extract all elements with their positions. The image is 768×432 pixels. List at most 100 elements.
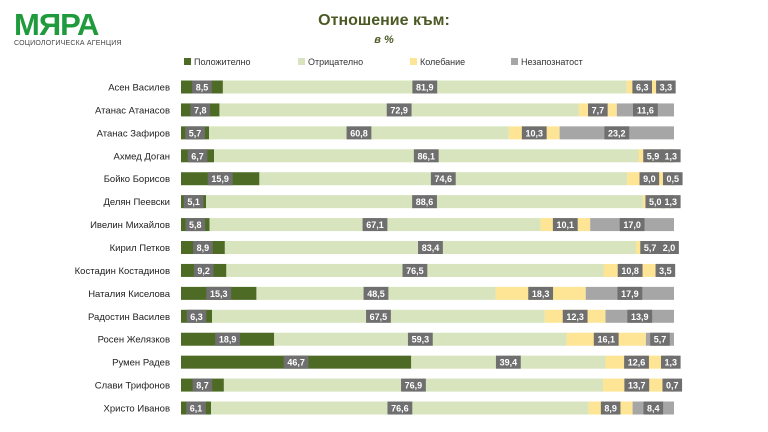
data-label: 12,3	[566, 312, 584, 322]
data-label-box	[366, 309, 391, 323]
data-label: 74,6	[435, 174, 453, 184]
data-label-box	[186, 309, 207, 323]
category-label: Кирил Петков	[110, 243, 170, 254]
data-label: 5,7	[189, 128, 202, 138]
category-label: Росен Желязков	[98, 335, 170, 346]
legend-swatch	[298, 58, 305, 65]
data-label-box	[627, 309, 653, 323]
data-label: 5,8	[189, 220, 202, 230]
data-label-box	[617, 263, 643, 277]
data-label: 3,3	[660, 83, 673, 93]
data-label-box	[192, 378, 213, 392]
data-label-box	[604, 126, 630, 140]
logo-tagline: СОЦИОЛОГИЧЕСКА АГЕНЦИЯ	[14, 40, 122, 47]
data-label-box	[402, 263, 428, 277]
data-label: 8,9	[197, 243, 210, 253]
data-label: 5,1	[187, 197, 200, 207]
data-label: 16,1	[597, 335, 615, 345]
category-label: Атанас Атанасов	[95, 105, 170, 116]
category-label: Румен Радев	[112, 358, 170, 369]
data-label-box	[588, 103, 608, 117]
data-label-box	[407, 332, 433, 346]
data-label-box	[632, 80, 653, 94]
data-label: 6,7	[191, 151, 204, 161]
data-label-box	[430, 172, 456, 186]
category-label: Ахмед Доган	[114, 151, 171, 162]
data-label: 72,9	[390, 105, 408, 115]
data-label: 12,6	[628, 358, 646, 368]
data-label-box	[386, 103, 412, 117]
data-label-box	[192, 80, 212, 94]
data-label: 13,9	[631, 312, 649, 322]
data-label-box	[187, 149, 208, 163]
data-label: 67,1	[366, 220, 384, 230]
data-label-box	[660, 195, 681, 209]
data-label-box	[640, 241, 660, 255]
data-label: 10,8	[621, 266, 639, 276]
data-label-box	[207, 172, 233, 186]
data-label: 0,5	[667, 174, 680, 184]
data-label: 10,3	[525, 128, 543, 138]
data-label-box	[624, 378, 650, 392]
data-label-box	[401, 378, 426, 392]
data-label: 23,2	[608, 128, 626, 138]
data-label: 8,4	[647, 404, 660, 414]
data-label: 76,5	[406, 266, 424, 276]
data-label: 10,1	[557, 220, 575, 230]
data-label-box	[593, 332, 619, 346]
data-label: 39,4	[500, 358, 518, 368]
data-label: 6,3	[190, 312, 203, 322]
data-label: 11,6	[637, 105, 654, 115]
data-label-box	[193, 241, 213, 255]
data-label: 67,5	[370, 312, 388, 322]
data-label-box	[362, 218, 388, 232]
data-label-box	[655, 263, 676, 277]
data-label: 7,7	[592, 105, 605, 115]
data-label: 81,9	[416, 83, 434, 93]
data-label: 5,7	[654, 335, 667, 345]
data-label: 17,0	[623, 220, 641, 230]
data-label: 0,7	[666, 381, 679, 391]
data-label-box	[193, 263, 214, 277]
data-label: 46,7	[287, 358, 305, 368]
data-label-box	[643, 149, 663, 163]
data-label: 76,6	[391, 404, 409, 414]
data-label-box	[662, 172, 683, 186]
data-label-box	[413, 149, 439, 163]
data-label-box	[185, 218, 206, 232]
data-label: 88,6	[416, 197, 434, 207]
data-label-box	[215, 332, 240, 346]
chart-title: Отношение към:	[318, 12, 450, 29]
data-label: 76,9	[405, 381, 423, 391]
legend-label: Положително	[194, 57, 251, 67]
category-label: Делян Пеевски	[103, 197, 170, 208]
data-label-box	[659, 241, 679, 255]
data-label-box	[283, 355, 309, 369]
data-label: 18,9	[219, 335, 237, 345]
data-label: 5,9	[647, 151, 660, 161]
data-label: 5,7	[644, 243, 657, 253]
category-label: Радостин Василев	[88, 312, 170, 323]
category-label: Атанас Зафиров	[97, 128, 170, 139]
data-label: 9,0	[643, 174, 656, 184]
data-label-box	[418, 241, 443, 255]
data-label: 8,7	[196, 381, 209, 391]
data-label-box	[650, 332, 670, 346]
data-label: 17,9	[621, 289, 639, 299]
data-label-box	[190, 103, 211, 117]
data-label-box	[206, 286, 232, 300]
data-label: 48,5	[367, 289, 385, 299]
data-label: 9,2	[197, 266, 210, 276]
data-label-box	[412, 80, 438, 94]
chart-subtitle: в %	[374, 34, 394, 46]
data-label: 83,4	[422, 243, 440, 253]
data-label-box	[662, 378, 683, 392]
data-label: 2,0	[663, 243, 676, 253]
data-label-box	[495, 355, 521, 369]
category-label: Христо Иванов	[104, 404, 170, 415]
data-label: 8,5	[196, 83, 209, 93]
category-label: Ивелин Михайлов	[90, 220, 170, 231]
legend-label: Отрицателно	[308, 57, 363, 67]
legend-label: Незапознатост	[521, 57, 583, 67]
